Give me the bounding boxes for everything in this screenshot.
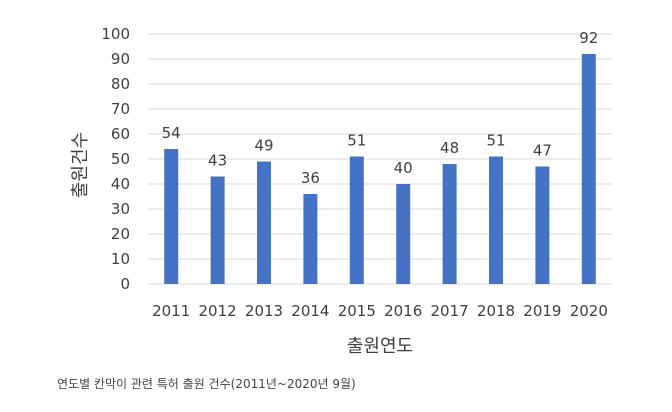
y-tick-label: 100 xyxy=(101,25,130,43)
bar-2014 xyxy=(303,194,318,284)
bar-2013 xyxy=(257,161,271,284)
bar-2011 xyxy=(164,149,179,284)
x-tick-label-2012: 2012 xyxy=(199,302,237,320)
y-tick-label: 70 xyxy=(111,100,130,118)
y-tick-label: 20 xyxy=(111,225,130,243)
data-label-2018: 51 xyxy=(486,132,505,150)
y-tick-label: 50 xyxy=(111,150,130,168)
data-label-2016: 40 xyxy=(394,159,413,177)
x-tick-label-2018: 2018 xyxy=(477,302,515,320)
y-axis-title: 출원건수 xyxy=(70,132,91,198)
x-tick-label-2011: 2011 xyxy=(152,302,190,320)
y-axis-ticks: 0 10 20 30 40 50 60 70 80 90 100 xyxy=(101,25,130,293)
y-tick-label: 10 xyxy=(111,250,130,268)
bar-chart: 0 10 20 30 40 50 60 70 80 90 100 54 43 49 36 51 40 48 51 4… xyxy=(70,25,612,357)
data-label-2017: 48 xyxy=(440,139,459,157)
bar-2016 xyxy=(396,184,411,284)
x-tick-label-2015: 2015 xyxy=(338,302,376,320)
bar-2015 xyxy=(349,156,364,284)
x-tick-label-2019: 2019 xyxy=(523,302,561,320)
data-label-2014: 36 xyxy=(301,169,320,187)
x-tick-label-2014: 2014 xyxy=(291,302,329,320)
data-label-2011: 54 xyxy=(162,124,181,142)
chart-canvas: 0 10 20 30 40 50 60 70 80 90 100 54 43 49 36 51 40 48 51 4… xyxy=(70,25,612,357)
y-tick-label: 60 xyxy=(111,125,130,143)
y-tick-label: 90 xyxy=(111,50,130,68)
x-tick-label-2017: 2017 xyxy=(431,302,469,320)
data-label-2019: 47 xyxy=(533,142,552,160)
data-label-2013: 49 xyxy=(254,137,273,155)
bar-2020 xyxy=(581,54,596,284)
data-label-2020: 92 xyxy=(579,29,598,47)
gridlines xyxy=(148,33,612,285)
y-tick-label: 80 xyxy=(111,75,130,93)
bar-2017 xyxy=(442,164,457,284)
x-axis-title: 출원연도 xyxy=(347,336,413,357)
bars xyxy=(164,54,596,284)
bar-2012 xyxy=(210,176,225,284)
data-label-2015: 51 xyxy=(347,132,366,150)
y-tick-label: 0 xyxy=(120,275,130,293)
y-tick-label: 30 xyxy=(111,200,130,218)
figure-caption: 연도별 칸막이 관련 특허 출원 건수(2011년~2020년 9월) xyxy=(57,377,356,391)
bar-2018 xyxy=(489,156,503,284)
data-labels: 54 43 49 36 51 40 48 51 47 92 xyxy=(162,29,599,187)
y-tick-label: 40 xyxy=(111,175,130,193)
x-tick-label-2020: 2020 xyxy=(570,302,608,320)
x-tick-label-2016: 2016 xyxy=(384,302,422,320)
x-axis-ticks: 2011 2012 2013 2014 2015 2016 2017 2018 2019 2020 xyxy=(152,302,608,320)
x-tick-label-2013: 2013 xyxy=(245,302,283,320)
bar-2019 xyxy=(535,166,550,284)
data-label-2012: 43 xyxy=(208,152,227,170)
